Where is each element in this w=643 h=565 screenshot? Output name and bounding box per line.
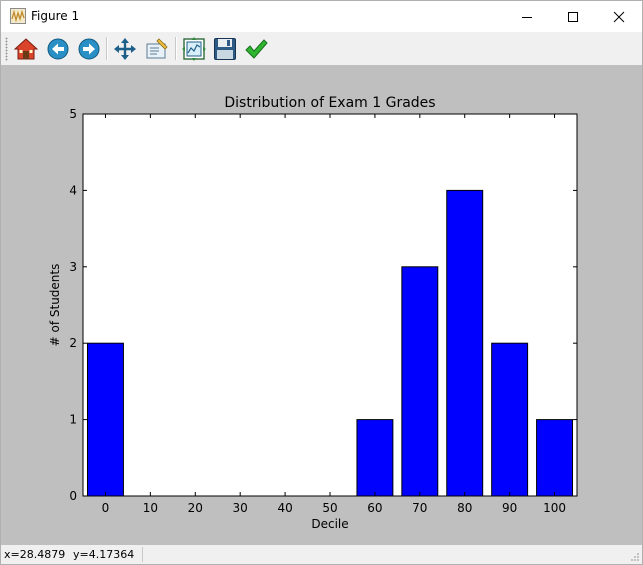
navigation-toolbar xyxy=(1,32,642,65)
bar-60 xyxy=(356,419,394,497)
x-tick-label: 100 xyxy=(543,501,566,515)
save-button[interactable] xyxy=(212,36,238,62)
window-title: Figure 1 xyxy=(31,9,80,23)
bar-group xyxy=(86,189,574,497)
maximize-button[interactable] xyxy=(550,1,596,32)
bar-90 xyxy=(491,342,529,497)
forward-arrow-icon xyxy=(78,38,100,60)
back-arrow-icon xyxy=(47,38,69,60)
status-bar: x=28.4879 y=4.17364 xyxy=(1,545,642,564)
cursor-x-readout: x=28.4879 xyxy=(4,548,66,561)
toolbar-separator xyxy=(175,37,177,60)
y-axis: 0 1 2 3 4 5 xyxy=(69,107,577,503)
figure-canvas[interactable]: 0 10 20 30 40 50 60 70 80 90 100 0 1 2 3 4 5 Distributi… xyxy=(1,65,642,545)
y-tick-label: 4 xyxy=(69,183,77,197)
bar-chart: 0 10 20 30 40 50 60 70 80 90 100 0 1 2 3 4 5 Distributi… xyxy=(48,95,578,531)
y-tick-label: 1 xyxy=(69,413,77,427)
x-tick-label: 80 xyxy=(457,501,472,515)
x-tick-label: 90 xyxy=(502,501,517,515)
checkmark-icon xyxy=(245,39,268,59)
bar-100 xyxy=(536,419,574,497)
toolbar-separator xyxy=(106,37,108,60)
resize-grip-icon[interactable] xyxy=(630,552,640,562)
title-bar[interactable]: Figure 1 xyxy=(1,1,642,32)
minimize-button[interactable] xyxy=(504,1,550,32)
x-axis: 0 10 20 30 40 50 60 70 80 90 100 xyxy=(102,114,566,515)
x-tick-label: 30 xyxy=(233,501,248,515)
x-tick-label: 60 xyxy=(367,501,382,515)
x-tick-label: 40 xyxy=(277,501,292,515)
zoom-button[interactable] xyxy=(144,36,170,62)
x-tick-label: 20 xyxy=(188,501,203,515)
subplots-icon xyxy=(182,37,206,61)
y-axis-label: # of Students xyxy=(48,264,62,347)
y-tick-label: 3 xyxy=(69,260,77,274)
maximize-icon xyxy=(568,12,578,22)
move-arrows-icon xyxy=(114,38,136,60)
x-tick-label: 10 xyxy=(143,501,158,515)
matplotlib-app-icon xyxy=(10,8,26,24)
home-button[interactable] xyxy=(13,36,39,62)
bar-80 xyxy=(446,189,484,497)
home-icon xyxy=(14,38,38,60)
close-icon xyxy=(613,11,625,23)
back-button[interactable] xyxy=(45,36,71,62)
bar-70 xyxy=(401,266,439,497)
forward-button[interactable] xyxy=(76,36,102,62)
x-axis-label: Decile xyxy=(311,517,348,531)
edit-parameters-button[interactable] xyxy=(243,36,269,62)
zoom-rect-icon xyxy=(146,38,168,59)
cursor-y-readout: y=4.17364 xyxy=(73,548,135,561)
pan-button[interactable] xyxy=(112,36,138,62)
y-tick-label: 2 xyxy=(69,336,77,350)
x-tick-label: 50 xyxy=(322,501,337,515)
floppy-disk-icon xyxy=(214,38,236,60)
status-separator xyxy=(142,547,143,562)
chart-title: Distribution of Exam 1 Grades xyxy=(224,95,435,111)
x-tick-label: 0 xyxy=(102,501,110,515)
x-tick-label: 70 xyxy=(412,501,427,515)
bar-0 xyxy=(86,342,124,497)
y-tick-label: 5 xyxy=(69,107,77,121)
configure-subplots-button[interactable] xyxy=(181,36,207,62)
y-tick-label: 0 xyxy=(69,489,77,503)
toolbar-grip[interactable] xyxy=(5,37,8,61)
close-button[interactable] xyxy=(596,1,642,32)
minimize-icon xyxy=(522,17,532,18)
